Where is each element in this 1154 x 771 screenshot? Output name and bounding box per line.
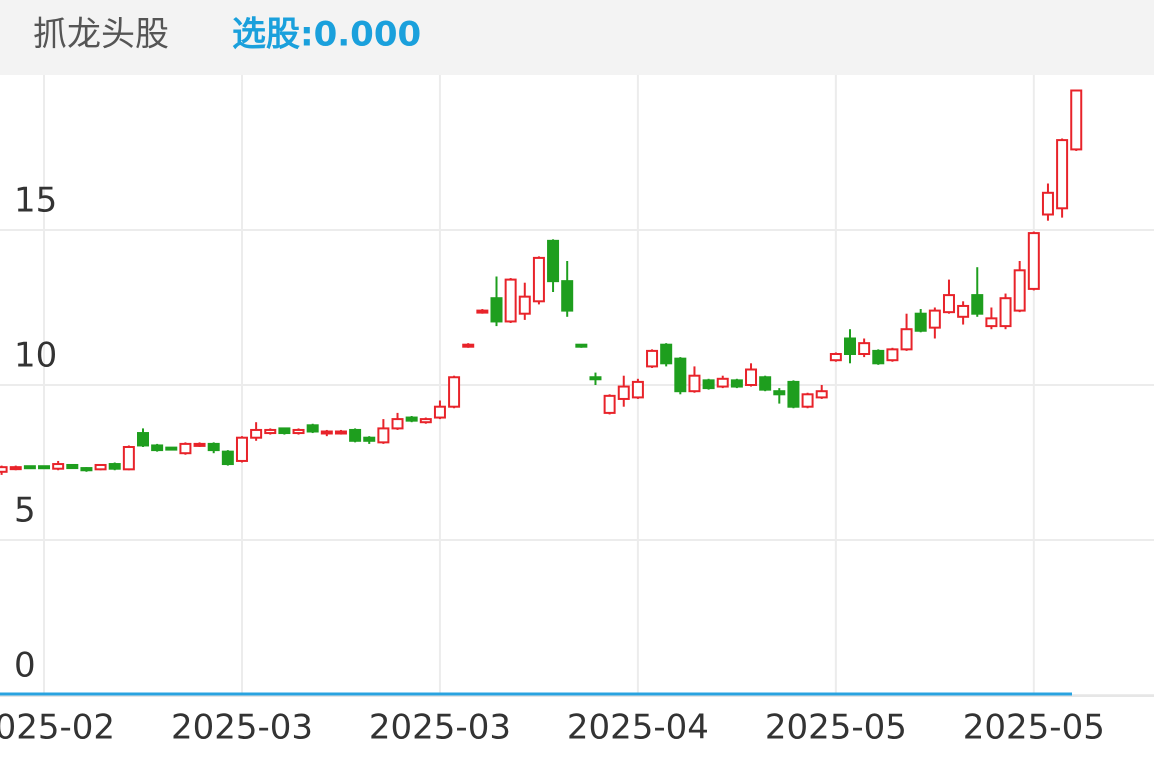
candle-body [844, 337, 856, 355]
candle-body [193, 442, 206, 447]
candle-body [448, 376, 461, 408]
candle-body [66, 463, 79, 470]
candle-body [52, 463, 65, 470]
candle-body [674, 357, 687, 393]
candle-body [122, 446, 135, 471]
candle-body [872, 349, 885, 365]
candle-body [688, 374, 701, 393]
candle-body [603, 394, 616, 414]
candle-body [94, 463, 107, 471]
header-title: 抓龙头股 [33, 15, 169, 55]
candle-body [928, 309, 941, 329]
candle-body [660, 343, 673, 365]
candle-body [504, 278, 517, 323]
candle-body [1041, 191, 1054, 216]
candle-body [787, 380, 800, 408]
x-tick-label: 2025-02 [0, 708, 115, 748]
candle-body [1013, 269, 1026, 312]
candle-body [292, 428, 305, 435]
x-tick-label: 2025-05 [963, 708, 1105, 748]
candle-body [801, 393, 814, 408]
y-tick-label: 5 [14, 491, 36, 531]
candle-body [278, 427, 291, 435]
candle-body [80, 467, 93, 472]
candle-body [137, 432, 149, 447]
candle-body [646, 349, 659, 368]
x-tick-label: 2025-03 [369, 708, 511, 748]
y-tick-label: 0 [14, 646, 36, 686]
candle-body [617, 385, 630, 400]
candle-body [1070, 89, 1083, 151]
candle-body [476, 309, 489, 314]
candle-body [561, 280, 574, 312]
candle-body [250, 428, 263, 439]
candle-body [759, 376, 772, 391]
candle-body [971, 294, 984, 315]
candle-body [419, 418, 432, 424]
candle-body [391, 418, 404, 430]
x-tick-label: 2025-03 [171, 708, 313, 748]
candle-body [999, 297, 1012, 328]
candle-body [221, 450, 234, 466]
candle-body [589, 376, 602, 381]
candle-body [1056, 139, 1069, 210]
candle-body [108, 463, 121, 470]
x-tick-label: 2025-05 [765, 708, 907, 748]
candle-body [631, 380, 644, 399]
candle-body [23, 465, 36, 470]
candle-body [405, 416, 418, 422]
candle-body [957, 304, 970, 318]
indicator-label: 选股:0.000 [232, 15, 421, 55]
candle-body [547, 239, 560, 283]
candle-body [900, 328, 913, 351]
candle-body [532, 256, 545, 303]
candle-body [433, 405, 446, 419]
y-tick-label: 15 [14, 181, 57, 221]
candle-body [235, 436, 248, 462]
candle-body [165, 446, 178, 451]
candle-body [349, 428, 362, 442]
candle-body [207, 442, 220, 452]
candle-body [320, 430, 333, 435]
candle-body [942, 294, 955, 314]
candle-body [730, 379, 743, 388]
header-bar [0, 0, 1154, 75]
candle-body [702, 379, 715, 390]
candle-body [0, 466, 8, 473]
candle-body [38, 465, 51, 470]
candle-body [490, 297, 503, 323]
candle-body [377, 427, 390, 444]
candle-body [1027, 232, 1040, 290]
candle-body [886, 348, 899, 362]
candle-body [518, 295, 531, 315]
candle-body [829, 353, 842, 362]
candle-body [815, 390, 828, 399]
candle-body [858, 342, 871, 355]
candle-body [462, 343, 475, 348]
x-tick-label: 2025-04 [567, 708, 709, 748]
candle-body [985, 317, 998, 328]
candle-body [745, 368, 758, 386]
candle-body [914, 312, 927, 332]
candle-body [9, 466, 22, 471]
candle-body [306, 424, 319, 433]
candle-body [716, 377, 729, 388]
candle-body [179, 442, 192, 455]
candle-body [334, 430, 347, 435]
candle-body [151, 444, 164, 452]
candle-body [773, 390, 786, 396]
candle-body [575, 343, 588, 348]
candle-body [363, 436, 376, 442]
y-tick-label: 10 [14, 336, 57, 376]
candle-body [264, 428, 277, 435]
